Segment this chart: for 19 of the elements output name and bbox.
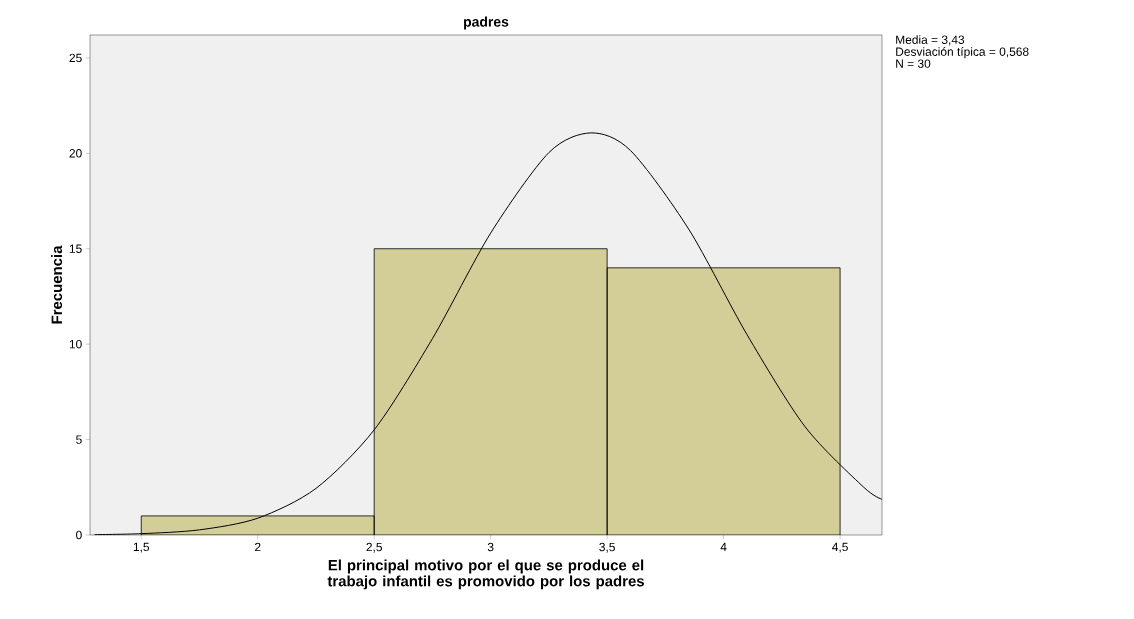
text: Desviación típica = 0,568 <box>896 47 1029 59</box>
y-axis-title: Frecuencia <box>51 245 63 324</box>
x-tick-label: 2,5 <box>366 542 382 553</box>
x-tick-label: 3 <box>487 542 494 552</box>
x-tick-label: 4,5 <box>832 542 848 553</box>
y-tick-label: 0 <box>76 530 82 540</box>
y-tick-label: 5 <box>76 435 82 444</box>
chart-title: padres <box>464 16 509 30</box>
x-tick-label: 4 <box>720 542 727 551</box>
y-tick-label: 25 <box>69 53 82 63</box>
x-tick-label: 3,5 <box>599 542 615 553</box>
text: N = 30 <box>896 59 931 68</box>
y-tick-label: 10 <box>69 339 82 349</box>
text: Media = 3,43 <box>896 35 965 46</box>
x-tick-label: 2 <box>254 542 261 552</box>
y-tick-label: 20 <box>69 149 82 158</box>
x-axis-title: El principal motivo por el que se produce el trabajo infantil es promovido por los padres <box>327 559 644 590</box>
y-tick-label: 15 <box>69 244 82 253</box>
x-tick-label: 1,5 <box>133 542 150 553</box>
